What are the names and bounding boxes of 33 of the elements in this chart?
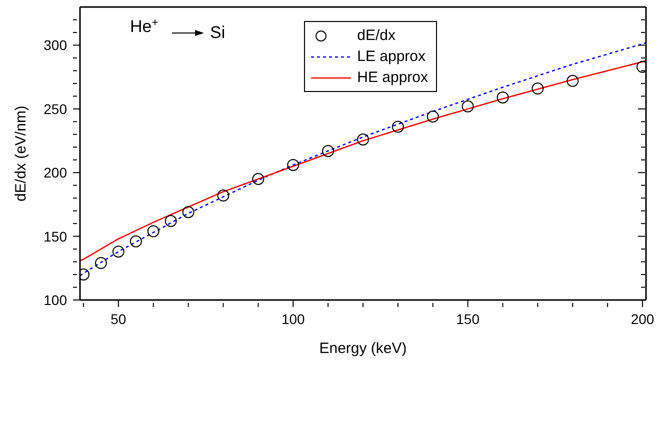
point	[164, 215, 177, 228]
legend-label: LE approx	[357, 47, 426, 67]
point	[462, 100, 474, 112]
x-tick-label: 200	[630, 311, 654, 327]
y-axis-title: dE/dx (eV/nm)	[12, 106, 30, 202]
point	[252, 172, 264, 185]
y-tick-label: 300	[44, 37, 68, 54]
point	[532, 82, 544, 95]
point	[566, 74, 579, 87]
point	[217, 190, 230, 202]
y-tick-label: 150	[44, 228, 68, 244]
legend-label: dE/dx	[357, 26, 396, 46]
y-tick-label: 100	[44, 292, 68, 308]
x-tick-label: 150	[456, 311, 480, 327]
point	[357, 133, 369, 146]
annotation: Si	[210, 23, 226, 42]
x-tick-label: 50	[110, 311, 126, 327]
y-tick-label: 200	[44, 164, 68, 181]
annotation: He$^{+}$	[130, 17, 158, 36]
point	[182, 206, 194, 218]
x-axis-title: Energy (keV)	[319, 340, 407, 357]
point	[112, 246, 124, 258]
x-tick-label: 100	[281, 311, 306, 327]
point	[322, 144, 334, 157]
legend-label: HE approx	[357, 68, 428, 88]
point	[147, 225, 160, 238]
point	[130, 235, 142, 248]
point	[496, 91, 509, 104]
point	[392, 120, 404, 133]
point	[426, 110, 439, 123]
point	[94, 257, 107, 270]
point	[287, 158, 300, 171]
y-tick-label: 250	[44, 100, 68, 117]
